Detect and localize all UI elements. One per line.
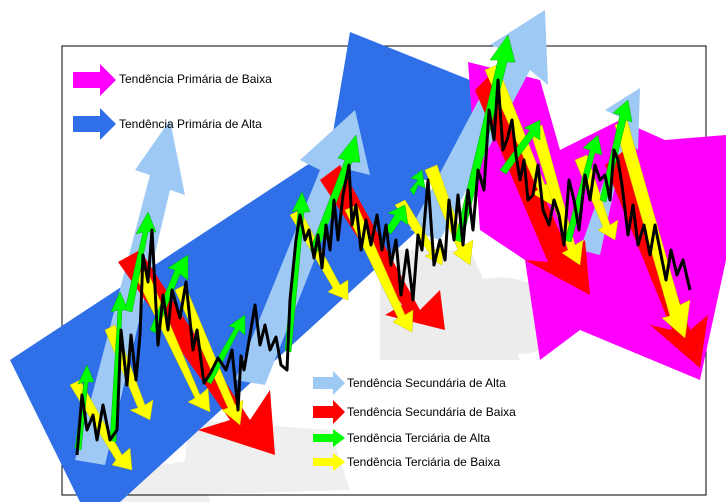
legend-tertiary-up-label: Tendência Terciária de Alta [347, 431, 491, 445]
legend-primary-up-arrow [73, 108, 116, 140]
primary-up-trend-arrow [10, 32, 540, 502]
legend-primary-down-arrow [73, 64, 116, 96]
legend-secondary-up-arrow [313, 371, 345, 395]
legend-tertiary-up-arrow [313, 429, 345, 447]
price-line [75, 78, 692, 456]
legend-primary-up-label: Tendência Primária de Alta [119, 117, 262, 131]
tertiary-up-trend-arrows [74, 34, 633, 451]
legend-secondary-down-label: Tendência Secundária de Baixa [347, 405, 516, 419]
legend-tertiary-down-label: Tendência Terciária de Baixa [347, 455, 501, 469]
legend-tertiary-down-arrow [313, 453, 345, 471]
legend-secondary-down-arrow [313, 400, 345, 424]
legend-secondary-up-label: Tendência Secundária de Alta [347, 376, 506, 390]
legend-primary-down-label: Tendência Primária de Baixa [119, 72, 272, 86]
